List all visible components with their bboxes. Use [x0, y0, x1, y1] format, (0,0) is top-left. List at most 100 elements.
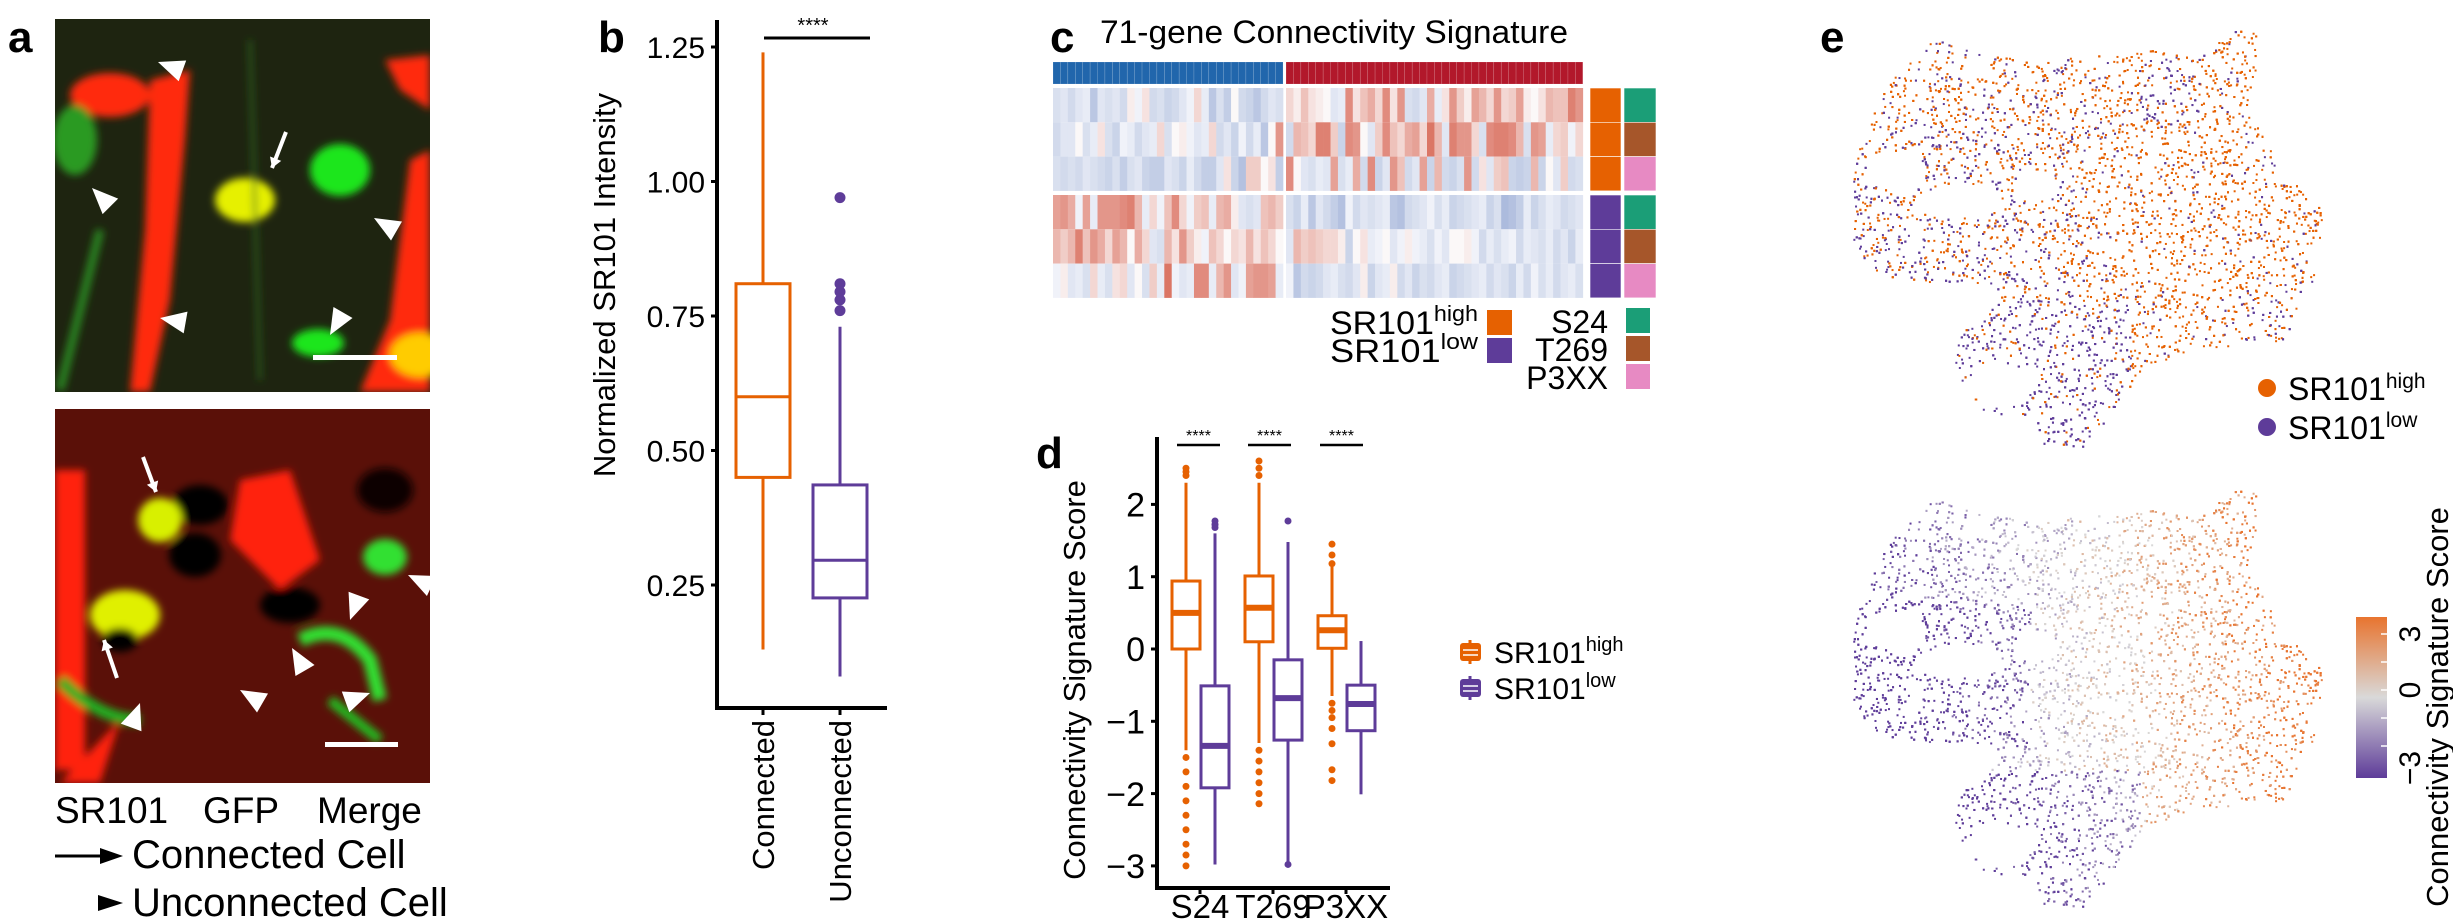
heatmap-cell: [1253, 156, 1262, 191]
umap-point: [2204, 195, 2207, 198]
umap-point: [2263, 278, 2266, 281]
heatmap-cell: [1545, 229, 1554, 264]
umap-point: [2184, 151, 2187, 154]
arrowhead-icon: [292, 648, 315, 677]
heatmap-cell: [1164, 156, 1173, 191]
umap-point: [1990, 282, 1993, 285]
umap-point: [1933, 122, 1936, 125]
heatmap-cell: [1389, 195, 1398, 230]
umap-point: [2254, 48, 2257, 51]
umap-point: [2154, 229, 2157, 232]
heatmap-cell: [1119, 229, 1128, 264]
umap-point: [2151, 84, 2154, 87]
arrowhead-icon: [158, 60, 187, 82]
heatmap-cell: [1471, 88, 1480, 123]
umap-point: [1915, 119, 1918, 122]
heatmap-cell: [1308, 156, 1316, 191]
umap-point: [2243, 303, 2246, 306]
arrowhead-icon: [348, 591, 370, 620]
umap-point: [2272, 243, 2275, 246]
umap-point: [2125, 272, 2128, 275]
box: [1199, 684, 1231, 790]
umap-point: [2274, 185, 2277, 188]
heatmap-cell: [1142, 195, 1150, 230]
column-annotation-cell: [1515, 61, 1524, 85]
heatmap-cell: [1523, 195, 1532, 230]
umap-point: [2187, 144, 2190, 147]
umap-point: [2040, 99, 2043, 102]
umap-point: [1895, 120, 1898, 123]
heatmap-cell: [1275, 122, 1284, 157]
heatmap-cell: [1478, 229, 1487, 264]
heatmap-cell: [1397, 122, 1406, 157]
heatmap-cell: [1471, 229, 1480, 264]
heatmap-cell: [1464, 156, 1472, 191]
umap-point: [2125, 57, 2128, 60]
umap-point: [1937, 80, 1940, 83]
umap-point: [1946, 99, 1949, 102]
umap-point: [2063, 131, 2066, 134]
umap-point: [2075, 109, 2078, 112]
umap-point: [2088, 435, 2091, 438]
heatmap-cell: [1112, 122, 1121, 157]
umap-point: [2152, 325, 2155, 328]
umap-point: [2210, 162, 2213, 165]
umap-point: [2255, 173, 2258, 176]
umap-point: [1896, 254, 1899, 257]
umap-point: [2196, 61, 2199, 64]
umap-point: [1926, 271, 1929, 274]
box-t269-high: [1243, 457, 1275, 808]
heatmap-cell: [1090, 263, 1098, 298]
row-annotation-group: [1589, 122, 1622, 157]
umap-point: [2010, 195, 2013, 198]
outlier-point: [1182, 464, 1190, 472]
umap-point: [1945, 135, 1948, 138]
umap-point: [1883, 217, 1886, 220]
umap-point: [1939, 66, 1942, 69]
umap-point: [2272, 199, 2275, 202]
column-annotation-cell: [1089, 61, 1098, 85]
umap-point: [2228, 43, 2231, 46]
heatmap-cell: [1156, 122, 1165, 157]
heatmap-cell: [1493, 229, 1502, 264]
heatmap-cell: [1516, 229, 1524, 264]
heatmap-cell: [1464, 229, 1472, 264]
heatmap-cell: [1201, 156, 1210, 191]
umap-point: [2293, 194, 2296, 197]
umap-point: [2131, 330, 2134, 333]
heatmap-cell: [1104, 229, 1113, 264]
umap-point: [2105, 278, 2108, 281]
umap-point: [1861, 147, 1864, 150]
umap-point: [2273, 164, 2276, 167]
umap-point: [2276, 284, 2279, 287]
umap-point: [2056, 289, 2059, 292]
umap-point: [2190, 80, 2193, 83]
umap-point: [1865, 196, 1868, 199]
umap-point: [2181, 74, 2184, 77]
umap-point: [1872, 244, 1875, 247]
umap-point: [2278, 337, 2281, 340]
umap-point: [2065, 292, 2068, 295]
umap-point: [2134, 374, 2137, 377]
heatmap-cell: [1493, 122, 1502, 157]
umap-point: [2296, 193, 2299, 196]
outlier-point: [1328, 540, 1336, 548]
umap-point: [2173, 213, 2176, 216]
heatmap-cell: [1082, 88, 1091, 123]
umap-point: [2283, 274, 2286, 277]
umap-point: [1862, 201, 1865, 204]
umap-point: [1874, 259, 1877, 262]
heatmap-cell: [1245, 122, 1254, 157]
heatmap-cell: [1253, 122, 1262, 157]
umap-point: [1976, 134, 1979, 137]
umap-point: [2055, 109, 2058, 112]
umap-point: [2087, 225, 2090, 228]
column-annotation-cell: [1082, 61, 1091, 85]
legend-group-label: SR101 low: [1330, 329, 1478, 369]
umap-point: [1947, 133, 1950, 136]
column-annotation-cell: [1545, 61, 1554, 85]
umap-point: [2088, 314, 2091, 317]
heatmap-cell: [1560, 263, 1569, 298]
column-annotation-cell: [1112, 61, 1121, 85]
umap-point: [2306, 242, 2309, 245]
